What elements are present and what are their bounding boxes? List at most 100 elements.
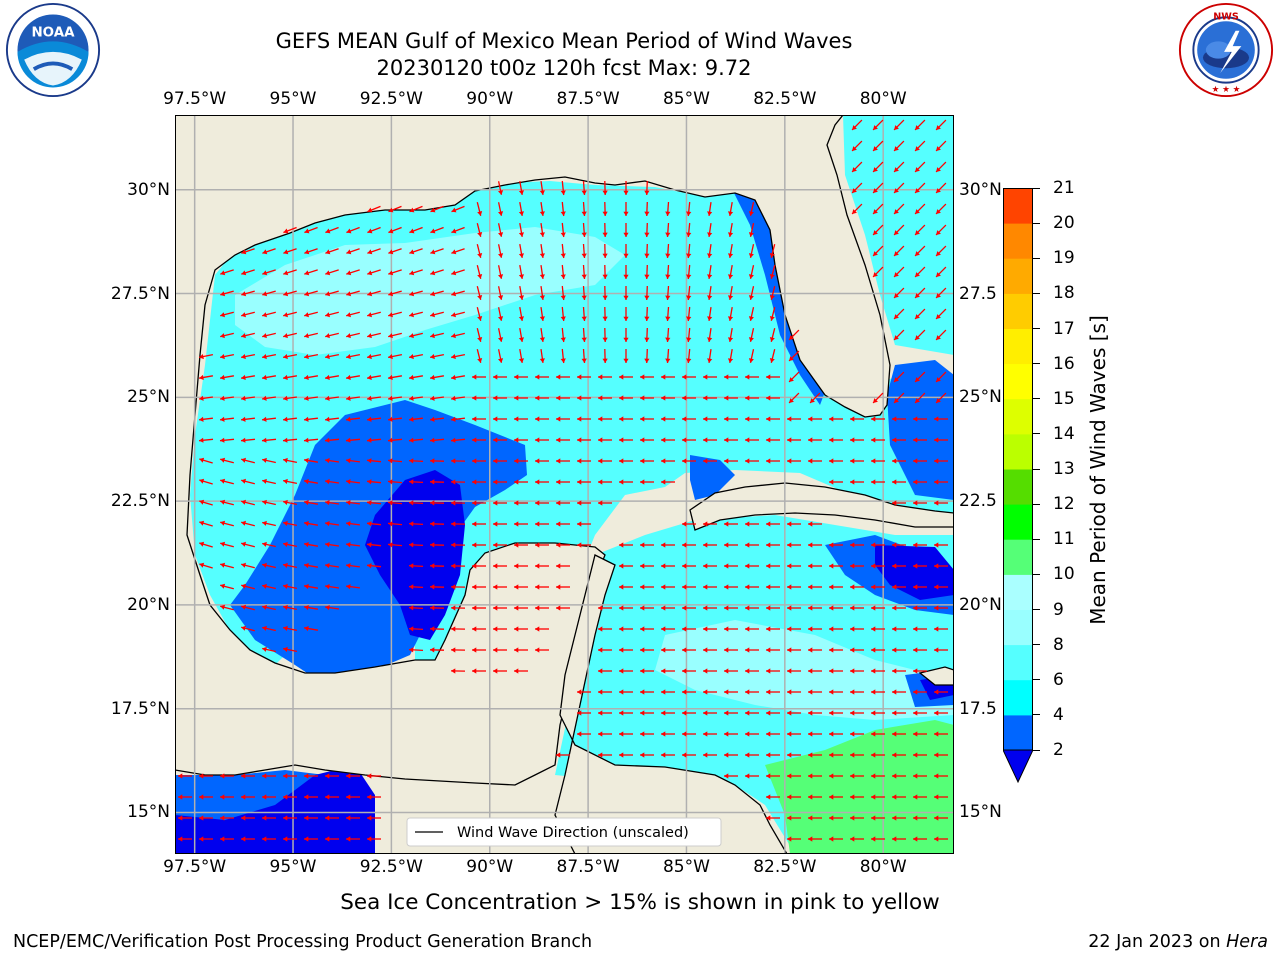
wave-direction-arrow (199, 836, 213, 842)
wave-direction-arrow (387, 437, 403, 443)
colorbar-tick-label: 4 (1053, 704, 1064, 725)
wave-direction-arrow (303, 458, 319, 464)
wave-direction-arrow (893, 329, 905, 341)
wave-direction-arrow (682, 584, 696, 590)
wave-direction-arrow (577, 689, 591, 695)
wave-direction-arrow (851, 203, 863, 215)
wave-direction-arrow (850, 458, 864, 464)
wave-direction-arrow (220, 269, 234, 276)
colorbar-tick-mark (1033, 573, 1040, 575)
wave-direction-arrow (325, 563, 339, 569)
wave-direction-arrow (893, 140, 905, 152)
lon-tick-label: 95°W (269, 857, 317, 877)
wave-direction-arrow (913, 542, 927, 548)
wave-direction-arrow (220, 332, 234, 339)
wave-direction-arrow (261, 437, 277, 443)
wave-direction-arrow (577, 374, 591, 380)
wave-direction-arrow (766, 815, 780, 821)
wave-direction-arrow (914, 245, 926, 257)
wave-direction-arrow (665, 306, 671, 322)
wave-direction-arrow (872, 203, 884, 215)
wave-direction-arrow (850, 563, 864, 569)
lat-tick-label: 17.5 (959, 698, 997, 719)
wave-direction-arrow (724, 710, 738, 716)
wave-direction-arrow (535, 500, 549, 506)
wave-direction-arrow (514, 374, 528, 380)
colorbar-tick-label: 2 (1053, 740, 1064, 760)
wave-direction-arrow (640, 647, 654, 653)
wave-direction-arrow (472, 458, 486, 464)
wave-direction-arrow (535, 605, 549, 611)
wave-direction-arrow (892, 752, 906, 758)
wave-direction-arrow (409, 395, 423, 401)
wave-direction-arrow (640, 395, 654, 401)
wave-direction-arrow (241, 520, 255, 527)
wave-direction-arrow (178, 794, 192, 800)
darkblue-zone-honduras (175, 765, 375, 854)
wave-direction-arrow (451, 269, 465, 276)
wave-direction-arrow (450, 458, 466, 464)
wave-direction-arrow (787, 584, 801, 590)
wave-direction-arrow (602, 180, 608, 196)
wave-direction-arrow (518, 306, 524, 322)
wave-direction-arrow (850, 605, 864, 611)
wave-direction-arrow (497, 202, 504, 216)
wave-direction-arrow (178, 815, 192, 821)
wave-direction-arrow (220, 499, 234, 506)
wave-direction-arrow (661, 395, 675, 401)
wave-direction-arrow (787, 458, 801, 464)
wave-direction-arrow (703, 647, 717, 653)
lat-tick-label: 22.5°N (110, 491, 170, 512)
wave-direction-arrow (262, 773, 276, 779)
wave-direction-arrow (724, 689, 738, 695)
wave-direction-arrow (724, 458, 738, 464)
wave-direction-arrow (556, 437, 570, 443)
wave-direction-arrow (602, 243, 608, 259)
wave-direction-arrow (346, 836, 360, 842)
wave-direction-arrow (387, 542, 403, 548)
wave-direction-arrow (241, 773, 255, 779)
wave-direction-arrow (703, 416, 717, 422)
wave-direction-arrow (346, 773, 360, 779)
wave-direction-arrow (472, 395, 486, 401)
wave-direction-arrow (514, 521, 528, 527)
wave-direction-arrow (346, 584, 360, 590)
wave-direction-arrow (476, 349, 483, 363)
wave-direction-arrow (577, 542, 591, 548)
wave-direction-arrow (476, 286, 483, 300)
wave-direction-arrow (429, 563, 445, 569)
wave-direction-arrow (518, 264, 524, 280)
wave-direction-arrow (262, 520, 276, 527)
colorbar-segment (1003, 363, 1033, 400)
wave-direction-arrow (644, 306, 650, 322)
wave-direction-arrow (808, 605, 822, 611)
wave-direction-arrow (409, 332, 423, 339)
colorbar-segment (1003, 714, 1033, 751)
colorbar-segment (1003, 398, 1033, 435)
wave-direction-arrow (283, 269, 297, 276)
wave-direction-arrow (219, 437, 235, 443)
wave-direction-arrow (619, 731, 633, 737)
chart-subtitle: 20230120 t00z 120h fcst Max: 9.72 (376, 56, 752, 80)
wave-direction-arrow (665, 285, 671, 301)
wave-direction-arrow (769, 265, 776, 279)
gridlines (175, 115, 954, 854)
wave-direction-arrow (346, 395, 360, 401)
wave-direction-arrow (787, 647, 801, 653)
wave-direction-arrow (282, 478, 298, 485)
colorbar-tick-mark (1033, 644, 1040, 646)
wave-direction-arrow (703, 668, 717, 674)
colorbar-tick-mark (1033, 679, 1040, 681)
wave-direction-arrow (325, 226, 339, 234)
lat-tick-label: 25°N (959, 387, 1002, 408)
wave-direction-arrow (199, 562, 213, 569)
wave-direction-arrow (851, 119, 863, 131)
wave-direction-arrow (644, 348, 650, 364)
wave-direction-arrow (914, 329, 926, 341)
wave-direction-arrow (472, 416, 486, 422)
wave-direction-arrow (476, 307, 483, 321)
wave-direction-arrow (303, 521, 319, 527)
wave-direction-arrow (829, 647, 843, 653)
wave-direction-arrow (387, 458, 403, 464)
wave-direction-arrow (640, 479, 654, 485)
